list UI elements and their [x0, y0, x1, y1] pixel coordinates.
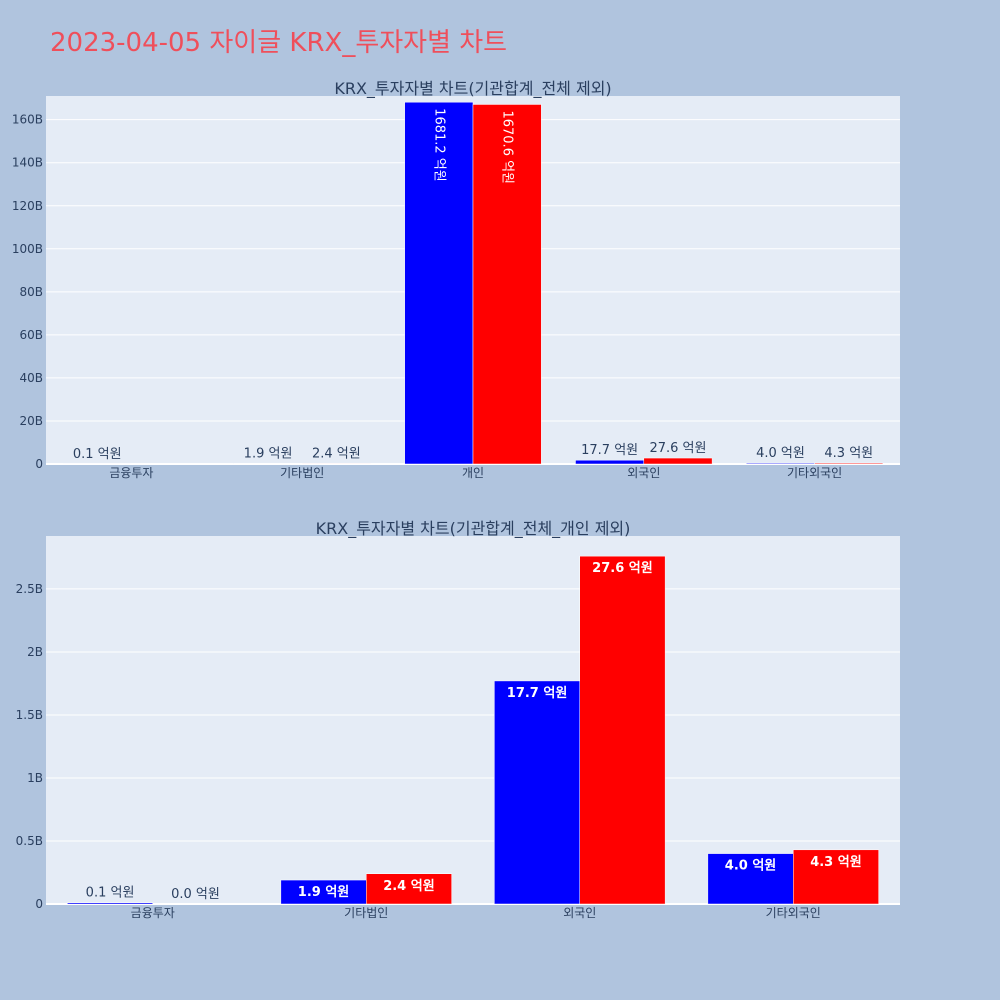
x-tick-label: 외국인 [563, 906, 596, 920]
y-tick-label: 80B [19, 285, 43, 299]
data-label: 1.9 억원 [244, 447, 293, 462]
bar [793, 849, 879, 905]
y-tick-label: 2.5B [16, 582, 43, 596]
bar [579, 555, 666, 905]
data-label: 1681.2 억원 [431, 108, 446, 182]
data-label: 4.0 억원 [725, 859, 776, 874]
chart-title: KRX_투자자별 차트(기관합계_전체 제외) [334, 79, 611, 99]
x-tick-label: 기타외국인 [787, 466, 842, 480]
plot-area [46, 536, 900, 904]
data-label: 27.6 억원 [649, 441, 706, 456]
bar [575, 459, 645, 465]
bar [707, 853, 794, 905]
data-label: 0.0 억원 [171, 887, 220, 902]
x-tick-label: 기타외국인 [766, 906, 821, 920]
top-chart: 0 20B 40B 60B 80B 100B 120B 140B 160B KRX_투자자별 차트… [12, 79, 900, 480]
y-tick-label: 120B [12, 199, 43, 213]
y-tick-label: 20B [19, 414, 43, 428]
y-tick-label: 0 [35, 897, 43, 911]
data-label: 4.3 억원 [810, 855, 861, 870]
data-label: 17.7 억원 [507, 686, 568, 701]
bar [67, 902, 153, 905]
data-label: 2.4 억원 [383, 879, 434, 894]
x-tick-label: 개인 [462, 466, 484, 480]
x-tick-label: 금융투자 [131, 906, 175, 920]
data-label: 4.3 억원 [824, 446, 873, 461]
data-label: 1.9 억원 [298, 885, 349, 900]
y-tick-label: 100B [12, 242, 43, 256]
y-tick-label: 1.5B [16, 708, 43, 722]
y-tick-label: 1B [27, 771, 43, 785]
bottom-chart: 0 0.5B 1B 1.5B 2B 2.5B KRX_투자자별 차트(기관합계_전체_개인 … [16, 519, 900, 920]
y-tick-label: 140B [12, 156, 43, 170]
data-label: 1670.6 억원 [500, 110, 515, 184]
bar [472, 104, 542, 465]
page-title: 2023-04-05 자이글 KRX_투자자별 차트 [50, 28, 508, 58]
data-label: 0.1 억원 [86, 886, 135, 901]
data-label: 17.7 억원 [581, 443, 638, 458]
bar [366, 873, 452, 905]
x-tick-label: 기타법인 [344, 906, 388, 920]
bar [301, 463, 371, 465]
data-label: 0.1 억원 [73, 447, 122, 462]
y-tick-label: 60B [19, 328, 43, 342]
x-tick-label: 외국인 [627, 466, 660, 480]
x-tick-label: 기타법인 [280, 466, 324, 480]
data-label: 4.0 억원 [756, 446, 805, 461]
chart-title: KRX_투자자별 차트(기관합계_전체_개인 제외) [316, 519, 631, 539]
y-tick-label: 0 [35, 457, 43, 471]
data-label: 2.4 억원 [312, 446, 361, 461]
bar [814, 462, 884, 465]
bar [643, 457, 713, 465]
data-label: 27.6 억원 [592, 561, 653, 576]
y-tick-label: 0.5B [16, 834, 43, 848]
bar [494, 680, 581, 905]
x-tick-label: 금융투자 [109, 466, 153, 480]
bar [404, 101, 474, 465]
y-tick-label: 160B [12, 113, 43, 127]
y-tick-label: 2B [27, 645, 43, 659]
y-tick-label: 40B [19, 371, 43, 385]
bar [746, 462, 815, 465]
